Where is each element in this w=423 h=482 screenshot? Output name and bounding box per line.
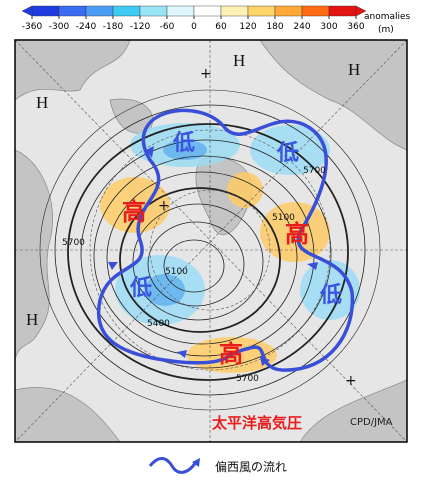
low-jp: 低 <box>172 131 195 156</box>
high-jp: 高 <box>122 198 146 226</box>
colorbar-bin <box>139 5 168 17</box>
svg-text:+: + <box>158 198 170 214</box>
high-label: H <box>26 310 38 329</box>
colorbar-bin <box>247 5 276 17</box>
contour-label: 5700 <box>303 166 326 176</box>
colorbar-bin <box>85 5 114 17</box>
pacific-high: 太平洋高気圧 <box>212 414 302 432</box>
colorbar-tick-label: 360 <box>347 22 364 32</box>
colorbar: -360 -300 -240 -180 -120 -60 0 60 120 180 240 300 36… <box>21 5 367 32</box>
svg-text:+: + <box>200 66 212 82</box>
credit: CPD/JMA <box>350 417 393 428</box>
colorbar-tick-label: 180 <box>266 22 283 32</box>
contour-label: 5700 <box>62 238 85 248</box>
colorbar-tick-label: -60 <box>160 22 175 32</box>
colorbar-bin <box>328 5 357 17</box>
contour-label: 5100 <box>165 267 188 277</box>
colorbar-bin <box>220 5 249 17</box>
colorbar-tick-label: 60 <box>215 22 227 32</box>
colorbar-tick-label: -360 <box>22 22 43 32</box>
colorbar-bin <box>301 5 330 17</box>
legend-label: 偏西風の流れ <box>215 459 287 474</box>
colorbar-unit: (m) <box>378 25 394 35</box>
colorbar-tick-label: 0 <box>191 22 197 32</box>
colorbar-tick-label: 300 <box>320 22 337 32</box>
high-label: H <box>348 60 360 79</box>
colorbar-bin <box>166 5 195 17</box>
low-jp: 低 <box>129 276 152 301</box>
map: + + + H H H H 低 低 低 低 高 高 高 5700 5700 5700… <box>15 40 407 442</box>
contour-label: 5100 <box>272 213 295 223</box>
colorbar-bin <box>31 5 60 17</box>
colorbar-bin <box>274 5 303 17</box>
colorbar-tick-label: 240 <box>293 22 310 32</box>
legend-symbol <box>148 457 198 474</box>
colorbar-tick-label: -240 <box>76 22 97 32</box>
high-jp: 高 <box>219 340 243 368</box>
high-label: H <box>233 51 245 70</box>
colorbar-arrow <box>355 5 367 17</box>
high-label: H <box>36 93 48 112</box>
colorbar-bin <box>58 5 87 17</box>
colorbar-title: anomalies <box>364 12 411 22</box>
high-jp: 高 <box>285 220 309 248</box>
colorbar-tick-label: -120 <box>130 22 151 32</box>
colorbar-tick-label: -180 <box>103 22 124 32</box>
colorbar-tick-label: 120 <box>239 22 256 32</box>
svg-text:+: + <box>345 373 357 389</box>
colorbar-bin <box>193 5 222 17</box>
colorbar-tick-label: -300 <box>49 22 70 32</box>
colorbar-arrow <box>21 5 33 17</box>
contour-label: 5400 <box>147 319 170 329</box>
colorbar-bin <box>112 5 141 17</box>
low-jp: 低 <box>276 141 299 166</box>
contour-label: 5700 <box>236 374 259 384</box>
low-jp: 低 <box>319 283 342 308</box>
